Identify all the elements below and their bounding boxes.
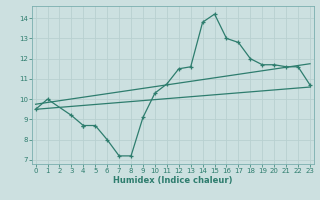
X-axis label: Humidex (Indice chaleur): Humidex (Indice chaleur) xyxy=(113,176,233,185)
